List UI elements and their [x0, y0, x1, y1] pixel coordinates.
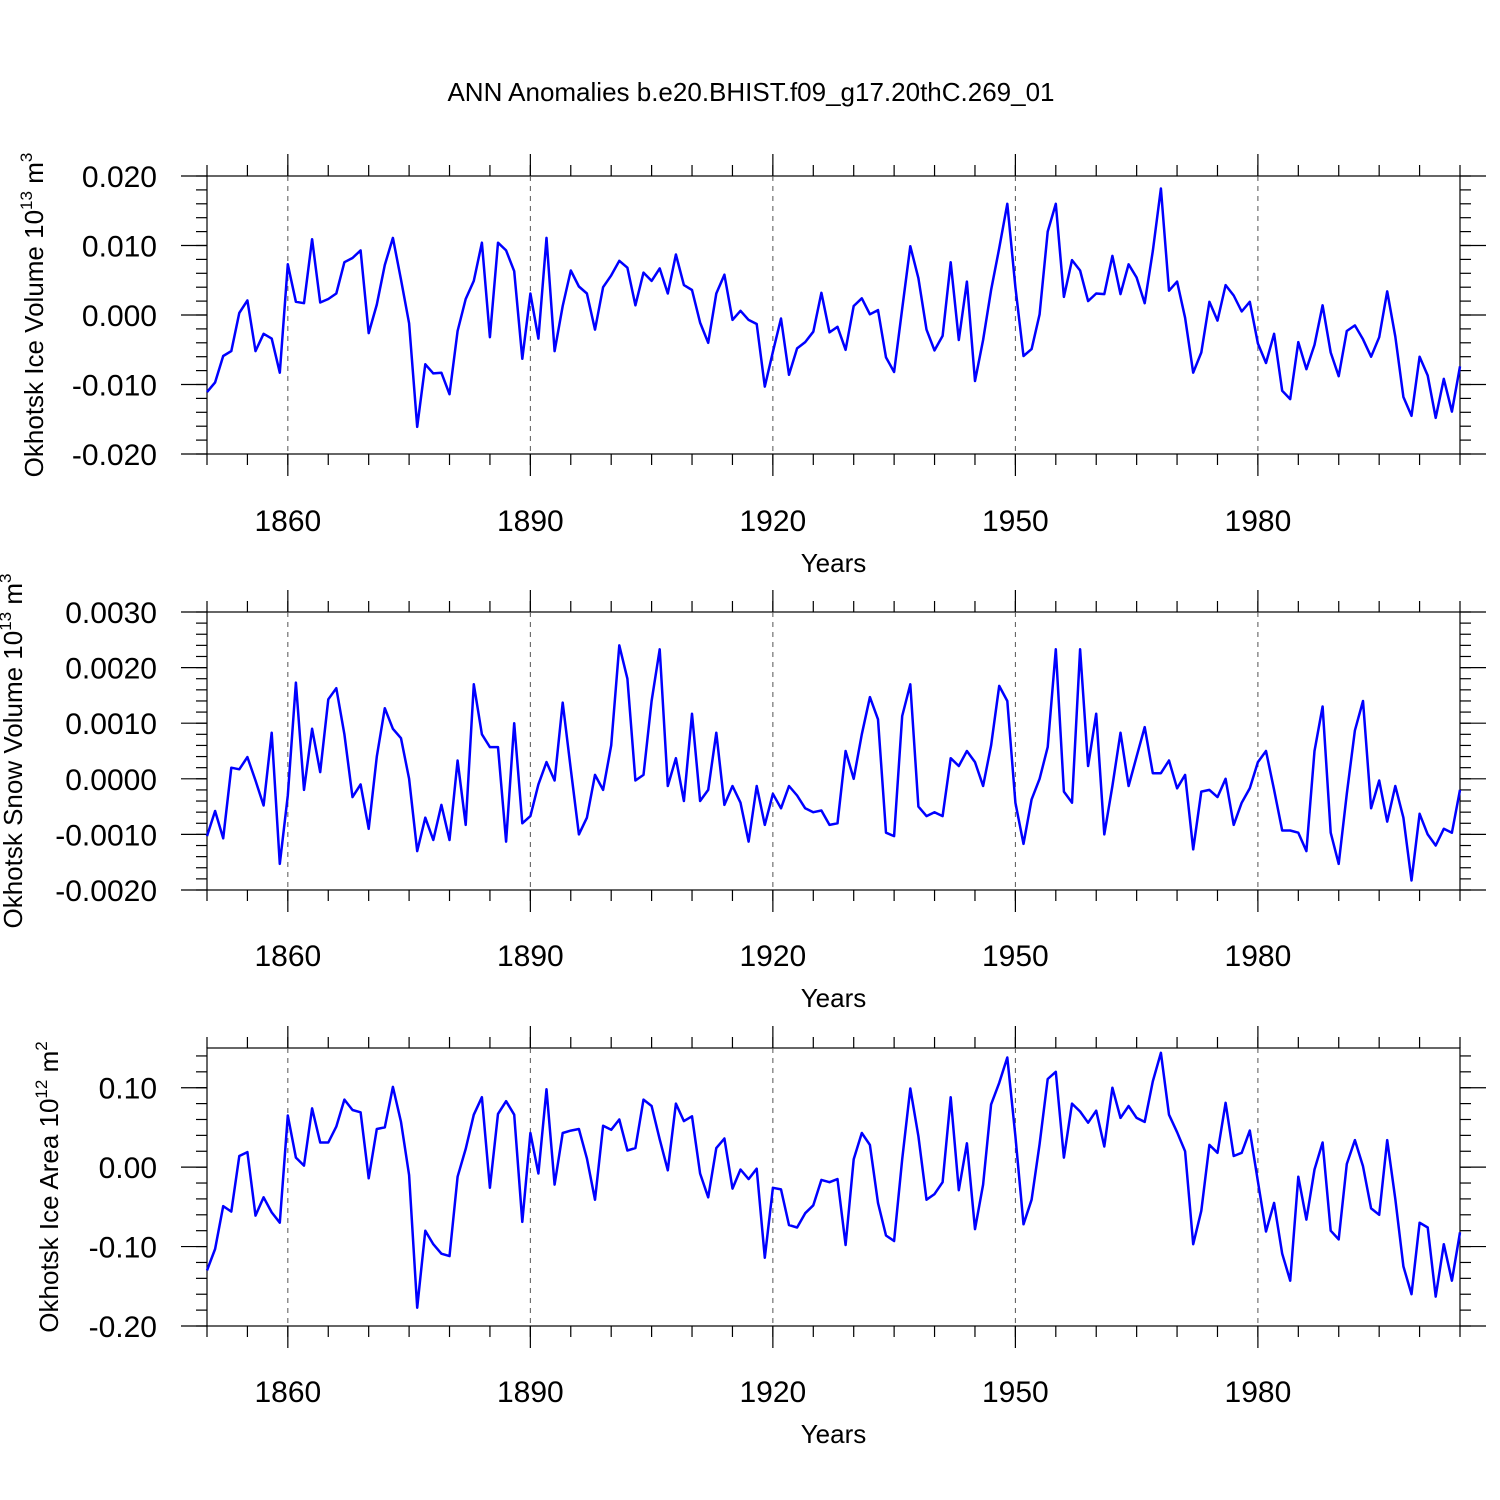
plot-frame	[206, 611, 1461, 891]
plot-frame	[206, 1047, 1461, 1327]
y-tick-label: 0.020	[82, 161, 157, 194]
y-tick-label: 0.10	[99, 1073, 157, 1106]
x-tick-label: 1980	[1225, 1376, 1292, 1409]
x-axis-title: Years	[801, 548, 867, 578]
y-axis-title: Okhotsk Snow Volume 1013 m3	[0, 574, 28, 929]
x-tick-label: 1860	[254, 1376, 321, 1409]
x-tick-label: 1950	[982, 505, 1049, 538]
x-tick-label: 1950	[982, 940, 1049, 973]
x-tick-label: 1920	[739, 505, 806, 538]
x-axis-title: Years	[801, 983, 867, 1013]
y-tick-label: 0.0000	[65, 764, 157, 797]
x-tick-label: 1890	[497, 505, 564, 538]
y-tick-label: 0.0030	[65, 597, 157, 630]
y-tick-label: 0.0020	[65, 653, 157, 686]
panel-1: 1860 1890 1920 1950 1980 -0.020 -0.010 0.000 0.0…	[17, 153, 1486, 578]
panel-3: 1860 1890 1920 1950 1980 -0.20 -0.10 0.00 0.10 Ye…	[32, 1026, 1486, 1449]
x-tick-label: 1860	[254, 940, 321, 973]
y-tick-label: -0.020	[72, 439, 157, 472]
x-tick-label: 1920	[739, 940, 806, 973]
y-axis-title: Okhotsk Ice Area 1012 m2	[32, 1041, 64, 1332]
x-tick-label: 1920	[739, 1376, 806, 1409]
x-tick-label: 1890	[497, 1376, 564, 1409]
plot-frame	[206, 175, 1461, 455]
x-tick-label: 1890	[497, 940, 564, 973]
y-tick-label: -0.0010	[55, 819, 157, 852]
y-tick-label: 0.000	[82, 300, 157, 333]
x-axis-title: Years	[801, 1419, 867, 1449]
y-tick-label: -0.20	[89, 1311, 157, 1344]
chart-title: ANN Anomalies b.e20.BHIST.f09_g17.20thC.…	[447, 77, 1054, 107]
y-tick-label: -0.010	[72, 370, 157, 403]
panel-2: 1860 1890 1920 1950 1980 -0.0020 -0.0010 0.0000…	[0, 574, 1486, 1013]
y-tick-label: 0.00	[99, 1152, 157, 1185]
x-tick-label: 1980	[1225, 940, 1292, 973]
data-series-line	[205, 1051, 1462, 1309]
data-series-line	[205, 644, 1462, 882]
x-tick-label: 1860	[254, 505, 321, 538]
data-series-line	[206, 187, 1462, 429]
x-tick-label: 1950	[982, 1376, 1049, 1409]
y-tick-label: 0.010	[82, 231, 157, 264]
y-tick-label: -0.10	[89, 1232, 157, 1265]
y-axis-title: Okhotsk Ice Volume 1013 m3	[17, 153, 49, 478]
y-tick-label: -0.0020	[55, 875, 157, 908]
y-tick-label: 0.0010	[65, 708, 157, 741]
chart-panels: 1860 1890 1920 1950 1980 -0.020 -0.010 0.000 0.0…	[0, 153, 1486, 1449]
x-tick-label: 1980	[1225, 505, 1292, 538]
